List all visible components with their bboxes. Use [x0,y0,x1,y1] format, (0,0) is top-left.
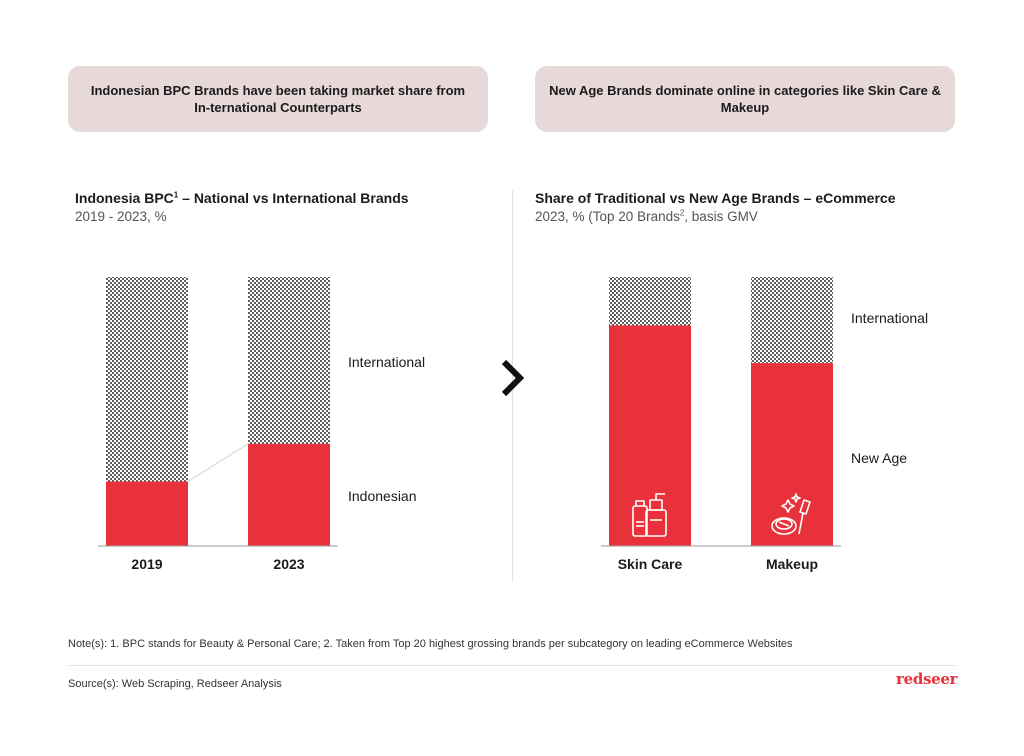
x-tick-label: Makeup [766,556,818,572]
x-tick-label: 2023 [273,556,304,572]
series-label-international: International [348,354,425,370]
bar-international-1 [751,277,833,364]
bar-new-age-0 [609,325,691,546]
sources: Source(s): Web Scraping, Redseer Analysi… [68,678,282,690]
series-label-indonesian: Indonesian [348,488,417,504]
left-chart-subtitle: 2019 - 2023, % [75,209,167,224]
footnotes: Note(s): 1. BPC stands for Beauty & Pers… [68,638,793,650]
bar-indonesian-1 [248,443,330,546]
bar-indonesian-0 [106,481,188,546]
x-tick-label: Skin Care [618,556,683,572]
left-chart-title: Indonesia BPC1 – National vs Internation… [75,190,409,206]
redseer-logo: redseer [896,670,958,688]
right-chart-subtitle: 2023, % (Top 20 Brands2, basis GMV [535,208,758,224]
skincare-bottles-icon [632,493,667,537]
bar-new-age-1 [751,363,833,546]
x-tick-label: 2019 [131,556,162,572]
footer-divider [68,665,956,666]
chart-national-vs-international: 2019 2023 International Indonesian [98,277,425,572]
bar-international-0 [609,277,691,326]
trend-connector [187,443,249,482]
chart-traditional-vs-new-age: Skin Care Makeup International New Age [601,277,928,572]
callout-right: New Age Brands dominate online in catego… [535,66,955,132]
bar-international-0 [106,277,188,482]
charts-canvas: 2019 2023 International Indonesian Skin Car… [98,277,928,572]
makeup-compact-brush-icon [771,493,811,535]
callout-left: Indonesian BPC Brands have been taking m… [68,66,488,132]
series-label-new-age: New Age [851,450,907,466]
chevron-right-icon [501,359,525,397]
series-label-international: International [851,310,928,326]
right-chart-title: Share of Traditional vs New Age Brands –… [535,190,896,206]
bar-international-1 [248,277,330,444]
